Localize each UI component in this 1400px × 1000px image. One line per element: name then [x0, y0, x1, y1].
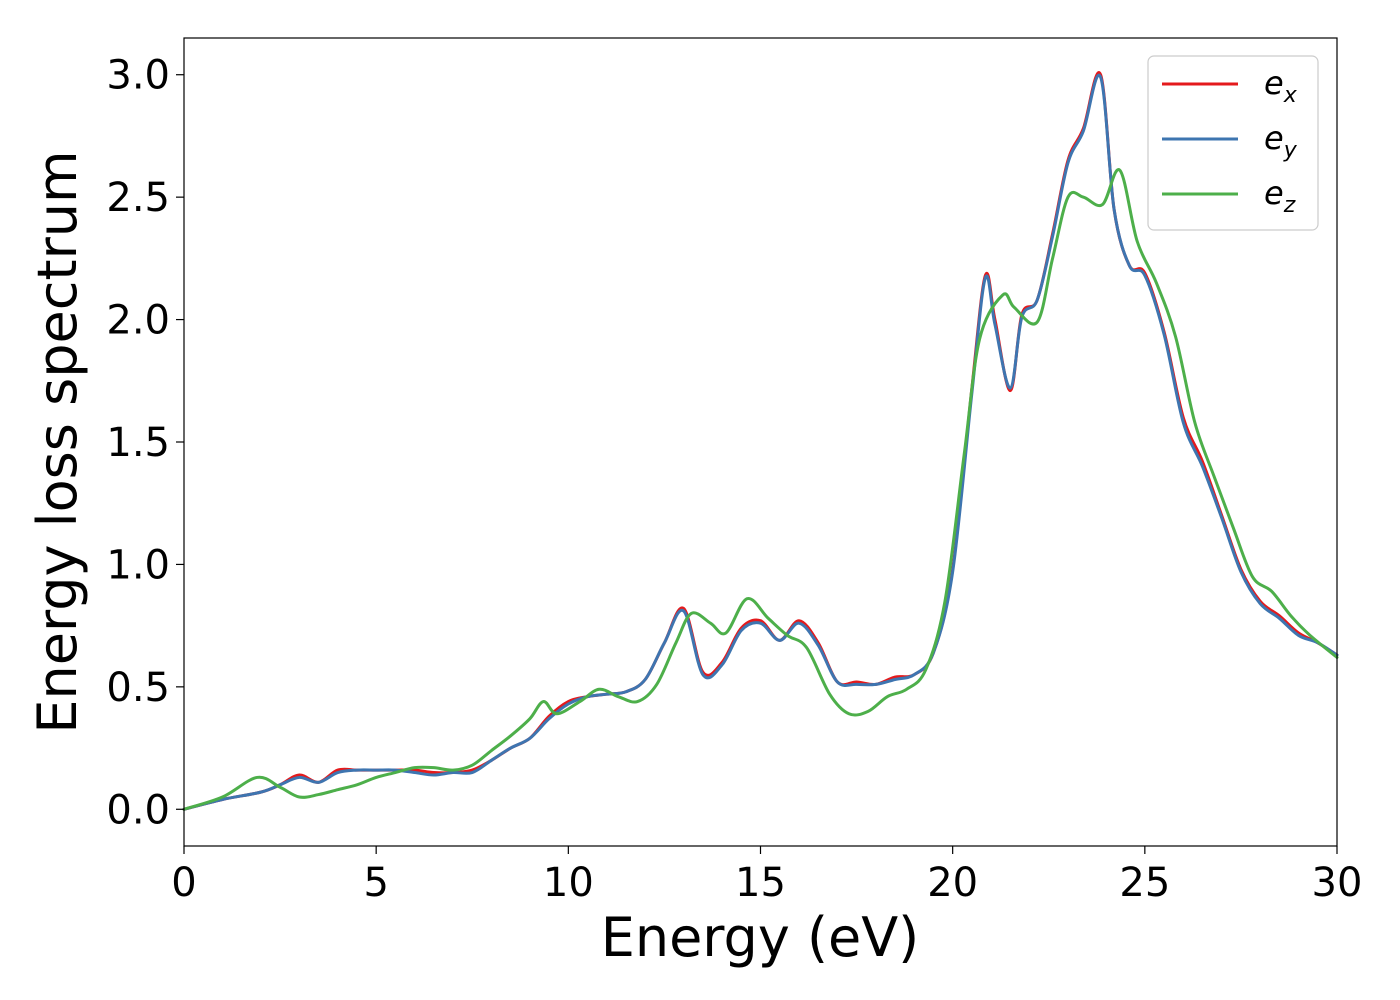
y-axis-ticks: 0.0 0.5 1.0 1.5 2.0 2.5 3.0 — [106, 53, 184, 833]
x-tick-label: 20 — [927, 860, 978, 906]
y-tick-label: 2.5 — [106, 175, 170, 221]
y-tick-label: 0.5 — [106, 665, 170, 711]
y-tick-label: 3.0 — [106, 53, 170, 99]
series-line-y — [182, 73, 1339, 811]
x-tick-label: 25 — [1119, 860, 1170, 906]
x-tick-label: 30 — [1312, 860, 1363, 906]
x-tick-label: 0 — [171, 860, 196, 906]
plot-lines — [182, 71, 1339, 811]
x-tick-label: 15 — [735, 860, 786, 906]
x-axis-ticks: 0 5 10 15 20 25 30 — [171, 846, 1362, 906]
y-tick-label: 1.5 — [106, 420, 170, 466]
series-line-z — [182, 168, 1339, 811]
y-tick-label: 2.0 — [106, 298, 170, 344]
x-axis-label: Energy (eV) — [601, 906, 920, 969]
x-tick-label: 5 — [363, 860, 388, 906]
x-tick-label: 10 — [543, 860, 594, 906]
y-tick-label: 1.0 — [106, 542, 170, 588]
legend-box — [1147, 55, 1319, 231]
legend-label-z: ez — [1264, 174, 1296, 218]
y-axis-label: Energy loss spectrum — [26, 150, 89, 733]
y-tick-label: 0.0 — [106, 787, 170, 833]
